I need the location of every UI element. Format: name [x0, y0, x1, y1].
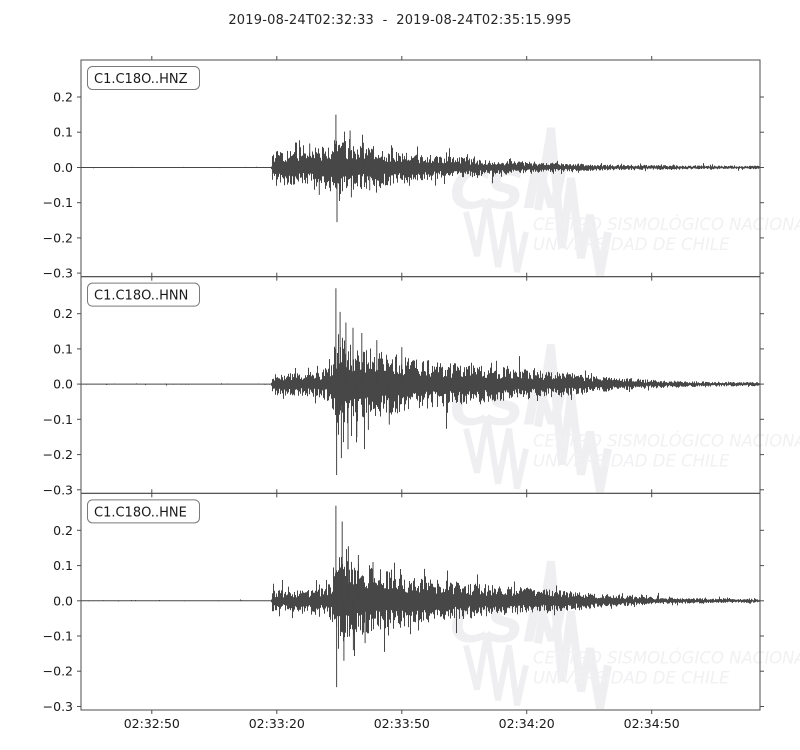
csn-watermark-wave-icon	[534, 560, 612, 710]
csn-watermark-wave-small-icon	[463, 416, 529, 490]
x-tick-label: 02:34:50	[624, 716, 680, 731]
csn-watermark-wave-icon	[534, 344, 612, 493]
y-tick-label: −0.2	[43, 447, 73, 462]
y-tick-label: −0.1	[43, 629, 73, 644]
csn-watermark-wave-small-icon	[463, 632, 529, 706]
csn-watermark-wave-icon	[534, 127, 612, 276]
y-tick-label: −0.3	[43, 266, 73, 281]
x-tick-label: 02:32:50	[124, 716, 180, 731]
y-tick-label: −0.2	[43, 664, 73, 679]
csn-watermark-line2: UNIVERSIDAD DE CHILE	[533, 452, 730, 471]
y-tick-label: 0.0	[53, 160, 73, 175]
station-label: C1.C18O..HNE	[94, 505, 187, 520]
y-tick-label: 0.2	[53, 306, 73, 321]
y-tick-label: −0.2	[43, 230, 73, 245]
station-label-box	[87, 282, 200, 307]
y-tick-label: 0.2	[53, 523, 73, 538]
y-tick-label: −0.3	[43, 482, 73, 497]
waveform-trace-hne	[81, 549, 760, 656]
y-tick-label: −0.1	[43, 195, 73, 210]
x-tick-label: 02:33:20	[249, 716, 305, 731]
figure-title: 2019-08-24T02:32:33 - 2019-08-24T02:35:1…	[228, 13, 572, 28]
csn-watermark-line1: CENTRO SISMOLÓGICO NACIONAL	[533, 432, 800, 451]
waveform-spikes	[335, 288, 403, 475]
csn-watermark-line2: UNIVERSIDAD DE CHILE	[533, 668, 730, 687]
station-label: C1.C18O..HNN	[94, 289, 188, 304]
csn-watermark-wave-small-icon	[463, 199, 529, 273]
station-label: C1.C18O..HNZ	[94, 72, 188, 87]
y-tick-label: 0.1	[53, 125, 73, 140]
y-tick-label: −0.3	[43, 699, 73, 714]
csn-watermark-line1: CENTRO SISMOLÓGICO NACIONAL	[533, 215, 800, 234]
station-label-box	[87, 499, 200, 524]
waveform-trace-hnz	[81, 131, 760, 201]
axes-spine	[80, 492, 761, 711]
y-tick-label: 0.1	[53, 558, 73, 573]
y-tick-label: 0.0	[53, 593, 73, 608]
x-tick-label: 02:34:20	[499, 716, 555, 731]
y-tick-label: 0.0	[53, 377, 73, 392]
waveform-spikes	[309, 114, 371, 223]
x-tick-label: 02:33:50	[374, 716, 430, 731]
station-label-box	[87, 66, 200, 90]
waveform-spikes	[335, 505, 374, 688]
y-tick-label: 0.2	[53, 90, 73, 105]
y-tick-label: −0.1	[43, 412, 73, 427]
csn-watermark-line1: CENTRO SISMOLÓGICO NACIONAL	[533, 648, 800, 667]
csn-watermark-line2: UNIVERSIDAD DE CHILE	[533, 235, 730, 254]
y-tick-label: 0.1	[53, 341, 73, 356]
